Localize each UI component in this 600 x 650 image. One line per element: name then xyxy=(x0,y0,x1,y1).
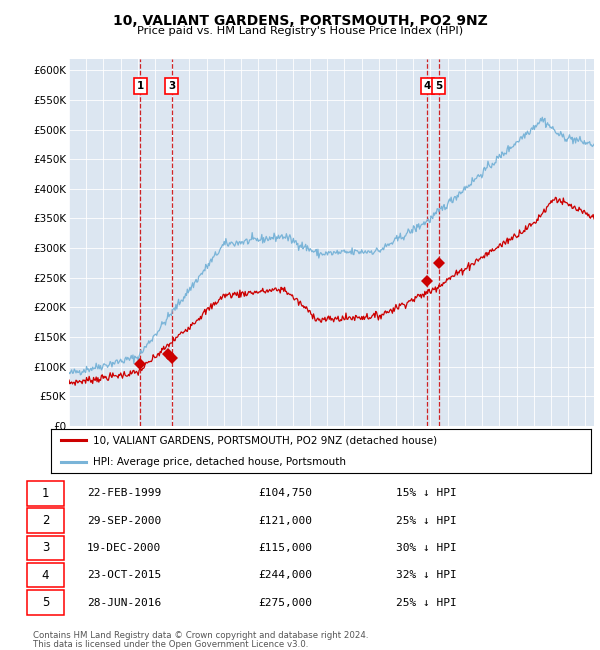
Text: £115,000: £115,000 xyxy=(258,543,312,553)
Text: 2: 2 xyxy=(42,514,49,527)
Text: 10, VALIANT GARDENS, PORTSMOUTH, PO2 9NZ: 10, VALIANT GARDENS, PORTSMOUTH, PO2 9NZ xyxy=(113,14,487,29)
Text: Contains HM Land Registry data © Crown copyright and database right 2024.: Contains HM Land Registry data © Crown c… xyxy=(33,630,368,640)
Text: 4: 4 xyxy=(42,569,49,582)
Text: 1: 1 xyxy=(42,487,49,500)
Text: 25% ↓ HPI: 25% ↓ HPI xyxy=(396,515,457,526)
Text: 10, VALIANT GARDENS, PORTSMOUTH, PO2 9NZ (detached house): 10, VALIANT GARDENS, PORTSMOUTH, PO2 9NZ… xyxy=(93,436,437,445)
Text: 23-OCT-2015: 23-OCT-2015 xyxy=(87,570,161,580)
Text: 29-SEP-2000: 29-SEP-2000 xyxy=(87,515,161,526)
Text: This data is licensed under the Open Government Licence v3.0.: This data is licensed under the Open Gov… xyxy=(33,640,308,649)
Text: £275,000: £275,000 xyxy=(258,597,312,608)
Text: 25% ↓ HPI: 25% ↓ HPI xyxy=(396,597,457,608)
Text: 30% ↓ HPI: 30% ↓ HPI xyxy=(396,543,457,553)
Text: 15% ↓ HPI: 15% ↓ HPI xyxy=(396,488,457,499)
Text: 3: 3 xyxy=(42,541,49,554)
Text: 28-JUN-2016: 28-JUN-2016 xyxy=(87,597,161,608)
Text: HPI: Average price, detached house, Portsmouth: HPI: Average price, detached house, Port… xyxy=(93,457,346,467)
Text: 22-FEB-1999: 22-FEB-1999 xyxy=(87,488,161,499)
Text: £121,000: £121,000 xyxy=(258,515,312,526)
Text: 4: 4 xyxy=(424,81,431,92)
Text: 5: 5 xyxy=(42,596,49,609)
Text: 32% ↓ HPI: 32% ↓ HPI xyxy=(396,570,457,580)
Text: £104,750: £104,750 xyxy=(258,488,312,499)
Text: 1: 1 xyxy=(137,81,144,92)
Text: Price paid vs. HM Land Registry's House Price Index (HPI): Price paid vs. HM Land Registry's House … xyxy=(137,26,463,36)
Text: £244,000: £244,000 xyxy=(258,570,312,580)
Text: 19-DEC-2000: 19-DEC-2000 xyxy=(87,543,161,553)
Text: 3: 3 xyxy=(168,81,175,92)
Text: 5: 5 xyxy=(435,81,443,92)
